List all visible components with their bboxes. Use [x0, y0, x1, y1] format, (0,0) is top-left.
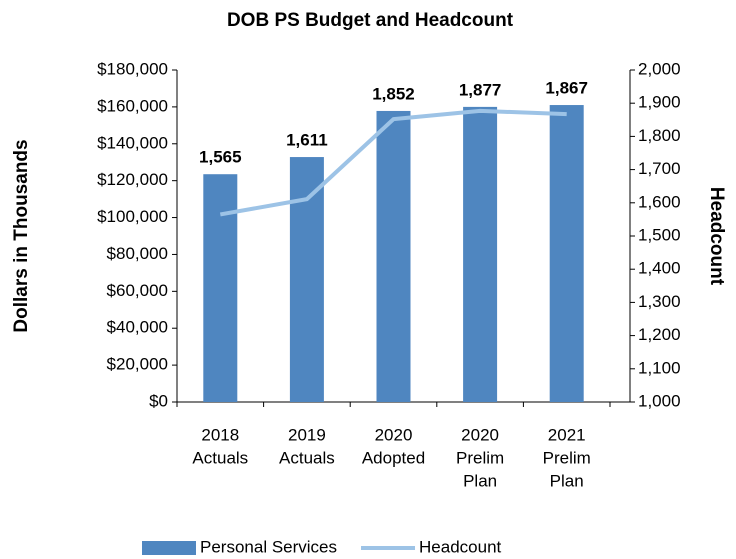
- y-tick-label: $140,000: [97, 133, 168, 152]
- bar: [289, 157, 324, 402]
- x-tick-label: 2021: [548, 425, 586, 444]
- data-label: 1,877: [459, 80, 502, 99]
- y-tick-label: $40,000: [107, 318, 168, 337]
- y2-tick-label: 1,700: [638, 159, 681, 178]
- bar: [203, 174, 238, 402]
- y2-tick-label: 1,900: [638, 93, 681, 112]
- y2-tick-label: 2,000: [638, 59, 681, 78]
- x-tick-label: Prelim: [543, 448, 591, 467]
- data-label: 1,852: [372, 84, 415, 103]
- legend-swatch: [142, 541, 196, 555]
- y-tick-label: $20,000: [107, 355, 168, 374]
- y2-tick-label: 1,300: [638, 292, 681, 311]
- y-tick-label: $80,000: [107, 244, 168, 263]
- y-tick-label: $180,000: [97, 59, 168, 78]
- y2-tick-label: 1,000: [638, 391, 681, 410]
- x-tick-label: 2018: [201, 425, 239, 444]
- y-tick-label: $60,000: [107, 281, 168, 300]
- x-tick-label: Actuals: [279, 448, 335, 467]
- x-tick-label: Prelim: [456, 448, 504, 467]
- y2-tick-label: 1,100: [638, 358, 681, 377]
- legend-label: Headcount: [419, 537, 502, 556]
- x-tick-label: 2020: [375, 425, 413, 444]
- headcount-line: [219, 108, 567, 217]
- x-tick-label: Plan: [550, 471, 584, 490]
- y-tick-label: $120,000: [97, 170, 168, 189]
- x-tick-label: Adopted: [362, 448, 425, 467]
- bar: [376, 110, 411, 403]
- legend-label: Personal Services: [200, 537, 337, 556]
- x-tick-label: Actuals: [192, 448, 248, 467]
- y2-axis-title: Headcount: [706, 187, 727, 286]
- data-label: 1,611: [286, 131, 328, 150]
- y-tick-label: $100,000: [97, 207, 168, 226]
- y2-tick-label: 1,800: [638, 126, 681, 145]
- y2-tick-label: 1,400: [638, 259, 681, 278]
- bar: [463, 106, 498, 402]
- y-tick-label: $160,000: [97, 96, 168, 115]
- chart-title: DOB PS Budget and Headcount: [227, 10, 514, 31]
- data-label: 1,867: [545, 79, 588, 98]
- y-tick-label: $0: [149, 391, 168, 410]
- y2-tick-label: 1,500: [638, 225, 681, 244]
- x-tick-label: 2019: [288, 425, 326, 444]
- bar: [549, 105, 584, 403]
- data-label: 1,565: [199, 148, 242, 167]
- y2-tick-label: 1,600: [638, 192, 681, 211]
- x-tick-label: Plan: [463, 471, 497, 490]
- y-axis-title: Dollars in Thousands: [11, 139, 32, 332]
- y2-tick-label: 1,200: [638, 325, 681, 344]
- x-tick-label: 2020: [461, 425, 499, 444]
